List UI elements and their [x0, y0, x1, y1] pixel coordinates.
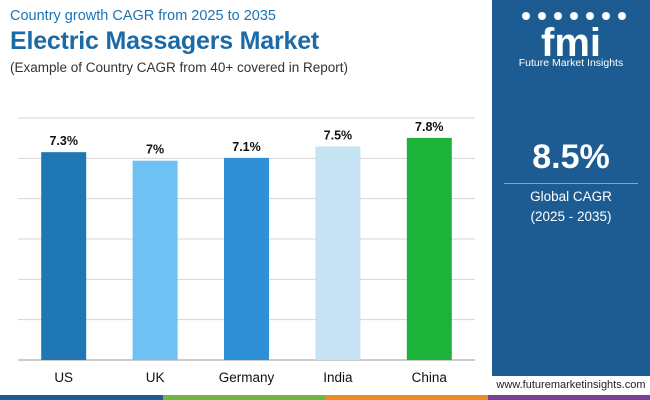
x-tick-label-uk: UK	[146, 370, 165, 385]
x-tick-label-india: India	[323, 370, 353, 385]
chart-header: Country growth CAGR from 2025 to 2035 El…	[10, 6, 480, 77]
data-label-germany: 7.1%	[232, 140, 261, 154]
data-label-uk: 7%	[146, 143, 164, 157]
bar-chart-svg: 7.3% US 7% UK 7.1% Germany 7.5% India 7.8% China	[18, 117, 475, 385]
data-label-us: 7.3%	[49, 134, 78, 148]
x-tick-label-us: US	[54, 370, 73, 385]
chart-subtitle: (Example of Country CAGR from 40+ covere…	[10, 60, 349, 75]
bar-germany	[224, 157, 269, 360]
chart-title: Electric Massagers Market	[10, 27, 320, 55]
logo-company-name: Future Market Insights	[518, 57, 624, 69]
global-cagr-label: Global CAGR (2025 - 2035)	[492, 187, 650, 227]
footer-bar-segment	[162, 395, 325, 400]
bar-chart: 7.3% US 7% UK 7.1% Germany 7.5% India 7.8% China	[0, 90, 490, 390]
global-cagr-label-line1: Global CAGR	[530, 189, 612, 204]
x-tick-label-germany: Germany	[219, 370, 275, 385]
logo-wordmark: fmi	[541, 21, 601, 65]
footer-color-bar	[0, 395, 650, 400]
fmi-logo: fmi	[522, 12, 626, 65]
x-tick-label-china: China	[412, 370, 448, 385]
bar-china	[406, 137, 452, 360]
footer-bar-segment	[0, 395, 163, 400]
global-cagr-value: 8.5%	[532, 138, 610, 176]
summary-panel: fmi Future Market Insights 8.5% Global C…	[492, 0, 650, 376]
bar-india	[315, 146, 361, 360]
website-link[interactable]: www.futuremarketinsights.com	[496, 379, 646, 391]
bar-uk	[132, 160, 178, 360]
data-label-india: 7.5%	[324, 128, 353, 142]
data-label-china: 7.8%	[415, 120, 444, 134]
footer-bar-segment	[325, 395, 488, 400]
footer-bar-segment	[487, 395, 650, 400]
global-cagr-period: (2025 - 2035)	[530, 209, 612, 224]
bar-us	[41, 152, 87, 360]
kpi-divider	[504, 183, 638, 184]
chart-eyebrow: Country growth CAGR from 2025 to 2035	[10, 8, 276, 24]
